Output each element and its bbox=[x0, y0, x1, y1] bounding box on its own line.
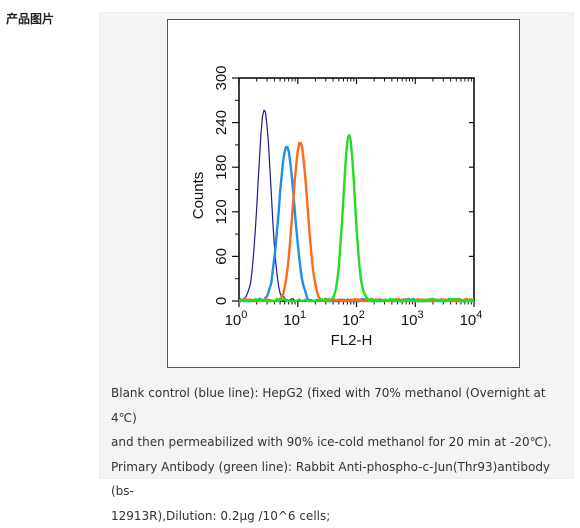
y-tick-label: 180 bbox=[213, 155, 230, 180]
flow-cytometry-figure: 100 101 102 103 104 0 60 120 180 240 300 FL2-H Count… bbox=[167, 19, 520, 368]
figure-caption: Blank control (blue line): HepG2 (fixed … bbox=[111, 381, 567, 528]
caption-line-1: Blank control (blue line): HepG2 (fixed … bbox=[111, 381, 567, 430]
x-tick-label: 100 bbox=[225, 309, 248, 329]
y-tick-label: 120 bbox=[213, 199, 230, 224]
section-label: 产品图片 bbox=[6, 10, 54, 27]
product-image-panel: 100 101 102 103 104 0 60 120 180 240 300 FL2-H Count… bbox=[99, 12, 574, 479]
x-axis-label: FL2-H bbox=[331, 332, 373, 349]
y-tick-label: 0 bbox=[213, 297, 230, 305]
caption-line-4: 12913R),Dilution: 0.2μg /10^6 cells; bbox=[111, 504, 567, 528]
series-line-1 bbox=[239, 110, 474, 301]
histogram-chart: 100 101 102 103 104 0 60 120 180 240 300 FL2-H Count… bbox=[168, 20, 519, 367]
x-tick-label: 102 bbox=[342, 309, 365, 329]
x-tick-label: 104 bbox=[460, 309, 483, 329]
y-tick-label: 240 bbox=[213, 110, 230, 135]
series-line-4 bbox=[239, 135, 474, 301]
y-tick-label: 300 bbox=[213, 65, 230, 90]
y-tick-label: 60 bbox=[213, 248, 230, 265]
x-tick-label: 103 bbox=[401, 309, 424, 329]
caption-line-2: and then permeabilized with 90% ice-cold… bbox=[111, 430, 567, 455]
x-tick-label: 101 bbox=[283, 309, 306, 329]
y-axis-label: Counts bbox=[190, 172, 207, 220]
caption-line-3: Primary Antibody (green line): Rabbit An… bbox=[111, 455, 567, 504]
